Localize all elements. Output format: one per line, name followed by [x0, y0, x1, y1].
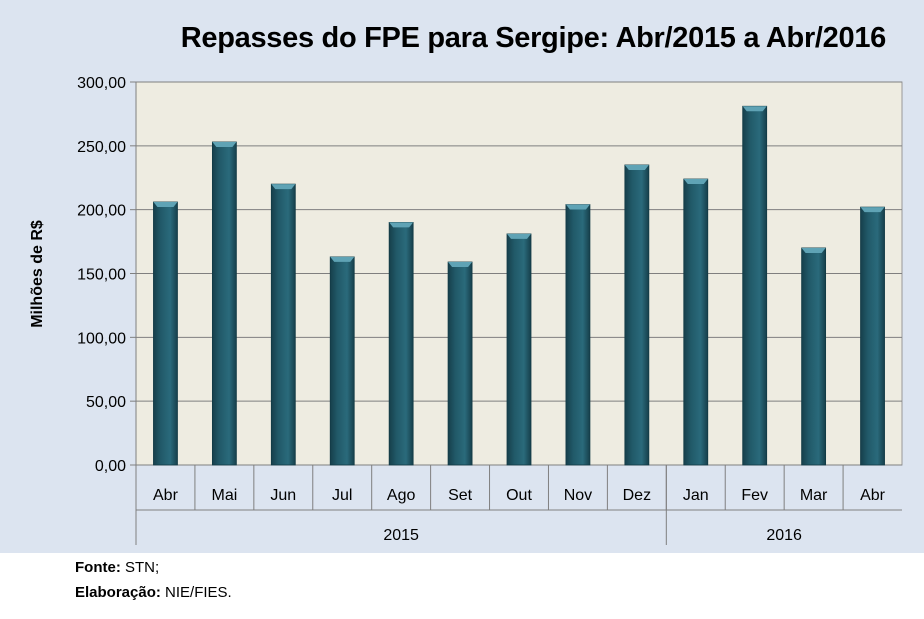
chart-title: Repasses do FPE para Sergipe: Abr/2015 a… — [180, 22, 887, 54]
bar — [860, 206, 885, 466]
chart-svg: 0,00 50,00 100,00 150,00 200,00 250,00 300,00 M… — [29, 75, 903, 545]
y-tick-label: 100,00 — [77, 330, 126, 347]
bar-cap — [271, 184, 296, 190]
bar-cap — [507, 233, 531, 239]
bar-cap — [742, 106, 767, 112]
bar — [624, 164, 650, 466]
bar-cap — [389, 222, 414, 228]
x-tick-label: Jan — [683, 487, 709, 504]
source-value: STN; — [120, 559, 160, 576]
y-tick-label: 0,00 — [95, 458, 126, 475]
bar — [270, 183, 296, 466]
x-tick-label: Ago — [387, 487, 416, 504]
x-tick-label: Fev — [741, 487, 768, 504]
source-label: Fonte: — [75, 559, 121, 576]
y-tick-label: 50,00 — [86, 394, 126, 411]
bar — [329, 256, 355, 466]
x-tick-label: Set — [448, 487, 473, 504]
x-tick-label: Jun — [270, 487, 296, 504]
bar — [742, 105, 768, 466]
x-tick-label: Mar — [800, 487, 828, 504]
x-group-label: 2016 — [766, 527, 802, 544]
elaboration-note: Elaboração: NIE/FIES. — [75, 584, 232, 601]
bar-cap — [565, 204, 590, 210]
bar-cap — [448, 262, 473, 268]
x-tick-label: Nov — [564, 487, 592, 504]
bar — [388, 222, 414, 466]
x-tick-label: Abr — [860, 487, 886, 504]
bar-cap — [153, 202, 178, 208]
elaboration-value: NIE/FIES. — [160, 584, 232, 601]
bar — [506, 233, 532, 466]
bar-cap — [860, 207, 885, 213]
y-axis-title: Milhões de R$ — [29, 220, 46, 328]
x-group-label: 2015 — [383, 527, 419, 544]
source-note: Fonte: STN; — [75, 559, 159, 576]
elaboration-label: Elaboração: — [75, 584, 161, 601]
bar-cap — [801, 247, 826, 253]
bar-cap — [624, 164, 649, 170]
bar-cap — [683, 179, 708, 185]
bar-cap — [212, 142, 237, 148]
bar — [447, 261, 473, 466]
y-tick-label: 150,00 — [77, 267, 126, 284]
bar — [211, 141, 237, 466]
y-tick-label: 200,00 — [77, 203, 126, 220]
y-tick-label: 250,00 — [77, 139, 126, 156]
x-tick-label: Abr — [153, 487, 179, 504]
bar — [683, 178, 709, 466]
bar — [565, 204, 591, 466]
bar-cap — [330, 256, 355, 262]
bar — [801, 247, 827, 466]
x-tick-label: Out — [506, 487, 532, 504]
x-tick-label: Jul — [332, 487, 352, 504]
y-tick-label: 300,00 — [77, 75, 126, 92]
x-tick-label: Mai — [211, 487, 237, 504]
x-tick-label: Dez — [623, 487, 651, 504]
bar — [153, 201, 178, 466]
